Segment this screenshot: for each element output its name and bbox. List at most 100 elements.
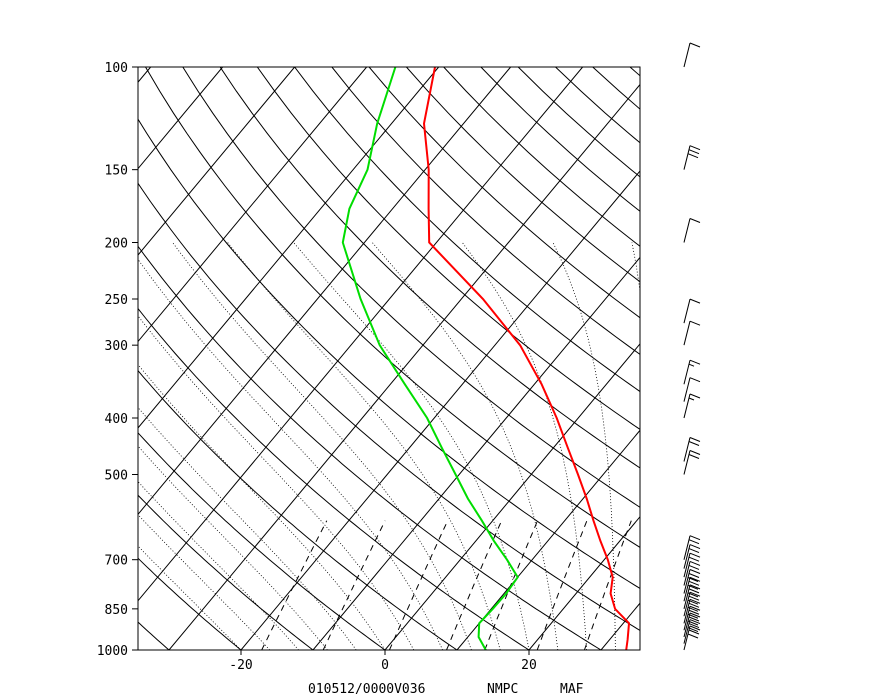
isotherm-line	[673, 67, 896, 650]
temperature-tick-label: 0	[381, 658, 389, 673]
mixing-ratio-line	[446, 520, 503, 650]
dry-adiabat	[138, 369, 458, 650]
isotherm-line	[138, 67, 152, 83]
isotherm-line	[240, 170, 640, 650]
mixing-ratio-line	[261, 520, 328, 650]
sounding-trace	[341, 67, 519, 650]
dry-adiabat	[705, 67, 896, 650]
pressure-tick-label: 500	[105, 468, 128, 483]
wind-barb-full	[688, 588, 700, 594]
wind-barb-full	[689, 145, 701, 151]
wind-barb-full	[689, 569, 701, 574]
wind-barb-full	[689, 359, 701, 365]
dry-adiabat	[138, 557, 242, 650]
isotherm-line	[456, 429, 640, 650]
wind-barb-full	[689, 591, 701, 597]
wind-barb-full	[688, 573, 700, 578]
wind-barb-staff	[683, 145, 691, 170]
dry-adiabat	[443, 67, 640, 247]
wind-barb-full	[689, 450, 701, 455]
dry-adiabat	[138, 494, 314, 650]
dry-adiabat	[592, 67, 640, 110]
isotherm-line	[600, 602, 640, 650]
footer-run: 010512/0000V036	[308, 682, 425, 697]
wind-barb-full	[688, 629, 700, 635]
wind-barb-staff	[683, 299, 691, 324]
isotherm-line	[138, 67, 584, 602]
dry-adiabat	[517, 67, 640, 178]
isotherm-line	[528, 515, 640, 650]
wind-barb-full	[689, 560, 701, 566]
dry-adiabat	[138, 307, 530, 650]
moist-adiabat	[673, 243, 696, 651]
isotherm-line	[138, 67, 296, 256]
wind-barb-half	[688, 397, 695, 401]
wind-barb-full	[688, 556, 700, 562]
dry-adiabat	[182, 67, 640, 508]
wind-barb-staff	[683, 321, 691, 346]
temperature-axis: -20 0 20	[229, 650, 537, 673]
wind-barb-full	[688, 441, 700, 446]
isotherm-line	[138, 67, 440, 429]
pressure-tick-label: 200	[105, 237, 128, 252]
mixing-ratio-line	[322, 520, 386, 650]
wind-barb-full	[688, 149, 700, 155]
moist-adiabat	[138, 258, 443, 650]
temperature-tick-label: -20	[229, 658, 252, 673]
footer-station: MAF	[560, 682, 584, 697]
moist-adiabat	[138, 480, 299, 650]
moist-adiabat	[371, 242, 559, 650]
wind-barb-full	[688, 609, 700, 615]
wind-barb-full	[689, 605, 701, 611]
wind-barb-full	[687, 584, 699, 590]
wind-barb-full	[687, 153, 699, 159]
mixing-ratio-line	[583, 520, 632, 650]
wind-barb-full	[688, 623, 700, 629]
wind-barb-full	[689, 544, 701, 550]
dry-adiabat	[138, 118, 640, 590]
wind-barb-full	[689, 576, 701, 582]
moist-adiabat	[227, 242, 501, 650]
moist-adiabat	[138, 545, 242, 650]
pressure-tick-label: 100	[105, 61, 128, 76]
sounding-trace	[422, 67, 631, 650]
isotherm-line	[168, 83, 640, 650]
pressure-tick-label: 850	[105, 603, 128, 618]
mixing-ratio-line	[536, 520, 588, 650]
isotherm-line	[745, 67, 896, 650]
pressure-axis: 100 150 200 250 300 400 500 700 850 1000	[97, 61, 138, 659]
wind-barb-full	[689, 552, 701, 558]
dry-adiabat	[742, 67, 896, 650]
wind-barb-staff	[683, 42, 691, 68]
wind-barb-staff	[683, 377, 691, 402]
sounding-traces	[341, 67, 631, 650]
wind-barb-full	[689, 598, 701, 604]
pressure-tick-label: 250	[105, 293, 128, 308]
wind-barb-full	[687, 633, 699, 639]
dry-adiabat	[406, 67, 640, 283]
dry-adiabat	[331, 67, 640, 355]
wind-barb-full	[689, 298, 701, 304]
wind-barb-full	[689, 619, 701, 625]
wind-barb-full	[689, 437, 701, 442]
dry-adiabat	[219, 67, 640, 469]
moist-adiabat	[138, 406, 357, 650]
wind-barb-full	[689, 584, 701, 590]
pressure-tick-label: 700	[105, 554, 128, 569]
wind-barb-half	[688, 363, 695, 367]
dry-adiabat	[138, 245, 602, 650]
isotherm-line	[384, 343, 640, 650]
wind-barb-full	[688, 602, 700, 608]
mixing-ratio-line	[388, 520, 449, 650]
wind-barb-full	[688, 564, 700, 570]
moist-adiabat	[138, 363, 386, 650]
wind-barb-full	[688, 616, 700, 622]
isotherm-line	[0, 67, 7, 650]
wind-barb-full	[687, 599, 699, 605]
pressure-tick-label: 400	[105, 412, 128, 427]
wind-barb-staff	[683, 437, 691, 462]
isotherm-line	[138, 67, 224, 170]
dry-adiabat	[629, 67, 640, 77]
moist-adiabat	[138, 445, 328, 650]
